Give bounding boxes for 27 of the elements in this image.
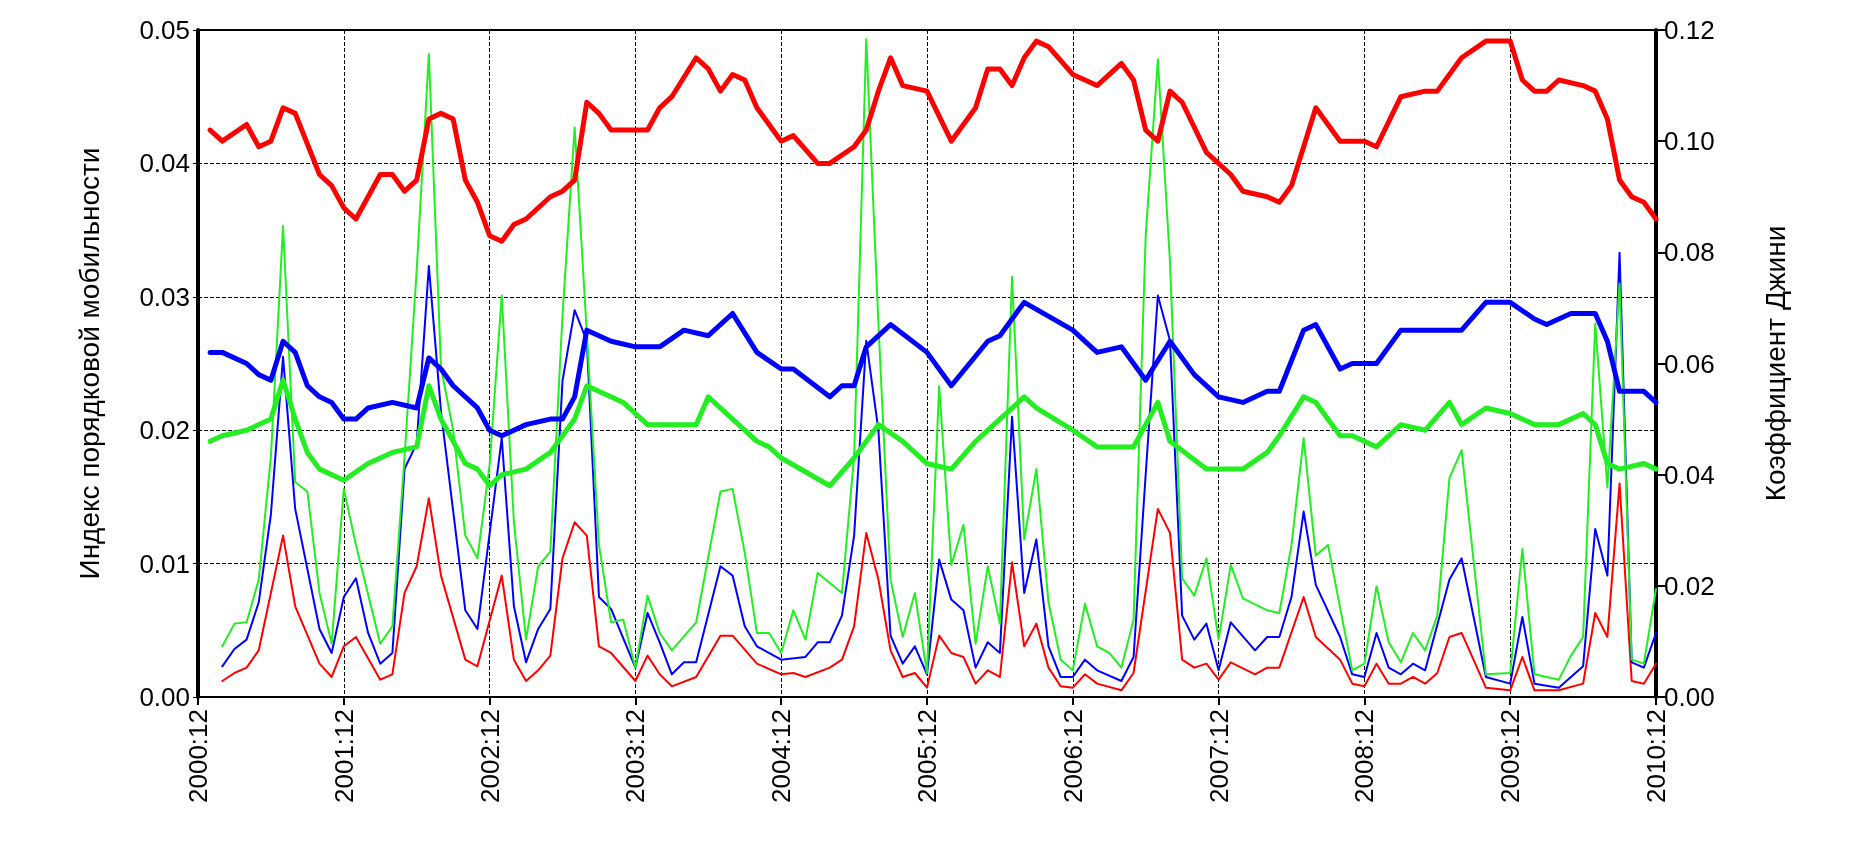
y-tick-label: 0.02 (139, 415, 190, 446)
y-tick-label: 0.05 (139, 15, 190, 45)
y2-tick-label: 0.12 (1664, 15, 1715, 45)
y-tick-label: 0.04 (139, 148, 190, 179)
x-tick-label: 2010:12 (1641, 709, 1671, 803)
line-series (221, 482, 1657, 692)
x-tick-label: 2000:12 (183, 709, 213, 803)
y-tick-label: 0.03 (139, 281, 190, 312)
x-tick-label: 2003:12 (620, 709, 651, 803)
x-tick-label: 2002:12 (474, 709, 505, 803)
y2-tick-label: 0.02 (1664, 570, 1715, 601)
y-tick-label: 0.00 (139, 682, 190, 712)
y2-tick-label: 0.06 (1664, 348, 1715, 379)
y2-tick-label: 0.04 (1664, 459, 1715, 490)
y-tick-label: 0.01 (139, 548, 190, 579)
x-tick-label: 2005:12 (912, 709, 942, 803)
x-tick-label: 2009:12 (1495, 709, 1526, 803)
y2-tick-label: 0.08 (1664, 237, 1715, 268)
y-axis-title: Индекс порядковой мобильности (73, 147, 105, 580)
x-tick-label: 2008:12 (1349, 709, 1380, 803)
x-tick-label: 2001:12 (328, 709, 359, 803)
x-tick-label: 2004:12 (766, 709, 797, 803)
y2-tick-label: 0.10 (1664, 126, 1715, 157)
y2-tick-label: 0.00 (1664, 682, 1715, 712)
x-tick-label: 2007:12 (1203, 709, 1234, 803)
y2-axis-title: Коэффициент Джини (1759, 225, 1791, 502)
x-tick-label: 2006:12 (1057, 709, 1088, 803)
